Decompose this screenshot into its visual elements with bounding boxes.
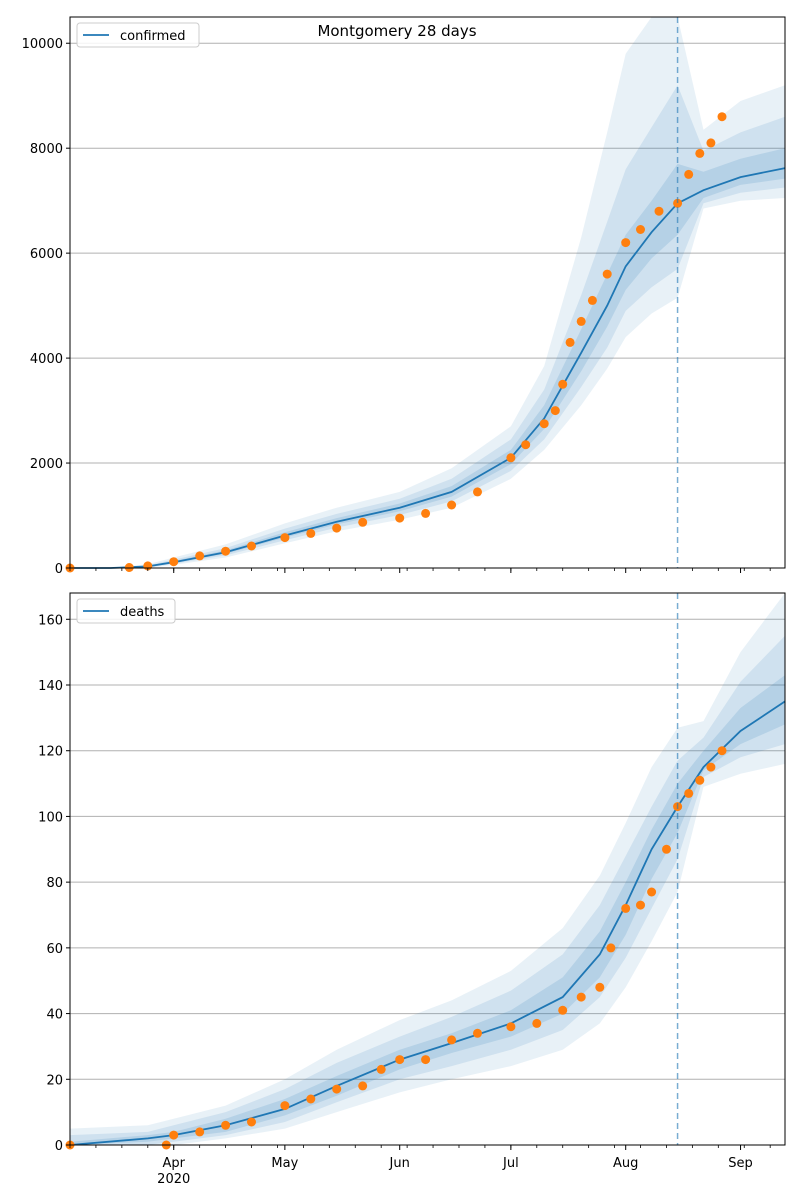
observed-point xyxy=(558,379,568,389)
observed-point xyxy=(576,316,586,326)
observed-point xyxy=(395,513,405,523)
observed-point xyxy=(280,533,290,543)
observed-point xyxy=(695,775,705,785)
observed-point xyxy=(684,788,694,798)
x-tick-label: Aug xyxy=(613,1156,638,1171)
observed-point xyxy=(636,900,645,910)
observed-point xyxy=(662,844,671,854)
observed-point xyxy=(473,1028,482,1038)
observed-point xyxy=(421,1055,431,1065)
plot-frame xyxy=(69,16,786,569)
observed-point xyxy=(195,551,205,561)
observed-point xyxy=(636,225,645,234)
y-tick-label: 6000 xyxy=(30,247,63,262)
legend: deaths xyxy=(76,598,176,624)
observed-point xyxy=(695,148,705,158)
uncertainty-band xyxy=(70,17,785,568)
observed-point xyxy=(587,295,597,305)
observed-point xyxy=(606,943,616,953)
observed-point xyxy=(221,546,231,556)
confirmed-panel: 0 2000 4000 6000 8000 10000 confirmed xyxy=(22,16,786,577)
observed-point xyxy=(595,982,605,992)
observed-point xyxy=(473,487,482,497)
observed-point xyxy=(565,337,575,347)
observed-point xyxy=(506,1022,516,1032)
x-tick-label: Apr xyxy=(162,1156,185,1171)
observed-point xyxy=(532,1018,542,1028)
y-tick-label: 80 xyxy=(46,876,63,891)
observed-point xyxy=(376,1064,386,1074)
observed-point xyxy=(169,1130,179,1140)
observed-point xyxy=(395,1055,405,1065)
observed-point xyxy=(621,238,631,248)
y-tick-label: 120 xyxy=(38,745,63,760)
observed-point xyxy=(247,1117,256,1127)
observed-point xyxy=(247,541,256,551)
legend-label: deaths xyxy=(120,605,165,620)
observed-point xyxy=(195,1127,205,1137)
observed-point xyxy=(647,887,657,897)
deaths-panel: 0 20 40 60 80 100 120 140 160 Apr May Jun Jul Aug Sep 2… xyxy=(38,592,786,1187)
observed-point xyxy=(358,1081,368,1091)
observed-point xyxy=(306,1094,316,1104)
uncertainty-band xyxy=(70,635,785,1145)
legend-box xyxy=(76,598,176,624)
observed-point xyxy=(684,169,694,179)
y-tick-label: 160 xyxy=(38,613,63,628)
legend-label: confirmed xyxy=(120,29,186,44)
observed-point xyxy=(332,523,342,533)
x-tick-label: Jul xyxy=(502,1156,519,1171)
y-tick-label: 4000 xyxy=(30,352,63,367)
observed-point xyxy=(506,453,516,463)
observed-point xyxy=(521,440,531,450)
y-tick-label: 20 xyxy=(46,1073,63,1088)
y-tick-label: 0 xyxy=(55,1139,63,1154)
y-tick-label: 60 xyxy=(46,942,63,957)
y-tick-label: 40 xyxy=(46,1008,63,1023)
observed-point xyxy=(280,1101,290,1111)
y-tick-label: 8000 xyxy=(30,142,63,157)
observed-point xyxy=(621,903,631,913)
y-tick-label: 2000 xyxy=(30,457,63,472)
observed-point xyxy=(169,557,179,567)
x-tick-label: May xyxy=(271,1156,298,1171)
observed-point xyxy=(576,992,586,1002)
observed-point xyxy=(673,198,683,208)
x-tick-label: Sep xyxy=(728,1156,753,1171)
legend-box xyxy=(76,22,200,48)
y-tick-label: 140 xyxy=(38,679,63,694)
plot-frame xyxy=(69,592,786,1146)
legend: confirmed xyxy=(76,22,200,48)
figure-title: Montgomery 28 days xyxy=(317,22,476,40)
observed-point xyxy=(706,138,716,148)
observed-point xyxy=(306,528,316,538)
observed-point xyxy=(558,1005,568,1015)
y-tick-label: 100 xyxy=(38,810,63,825)
uncertainty-band xyxy=(70,148,785,568)
observed-point xyxy=(447,500,457,510)
y-tick-label: 10000 xyxy=(22,37,63,52)
observed-point xyxy=(421,508,431,518)
observed-point xyxy=(654,206,664,216)
x-tick-label: Jun xyxy=(389,1156,410,1171)
y-tick-label: 0 xyxy=(55,562,63,577)
observed-point xyxy=(717,746,727,756)
observed-point xyxy=(550,406,560,416)
uncertainty-band xyxy=(70,593,785,1145)
x-year-label: 2020 xyxy=(157,1172,190,1187)
observed-point xyxy=(717,112,727,122)
observed-point xyxy=(602,269,612,279)
observed-point xyxy=(221,1120,231,1130)
observed-point xyxy=(332,1084,342,1094)
observed-point xyxy=(706,762,716,772)
observed-point xyxy=(539,419,549,429)
observed-point xyxy=(358,517,368,527)
observed-point xyxy=(447,1035,457,1045)
